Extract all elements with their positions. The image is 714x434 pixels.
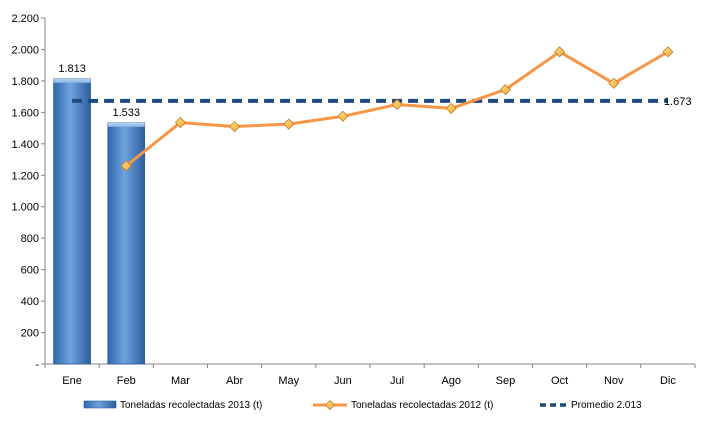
y-tick-label: 1.200 <box>11 170 39 182</box>
point-2012 <box>337 110 349 122</box>
bar-2013-top <box>53 78 91 83</box>
x-tick-label: Oct <box>551 375 568 387</box>
y-tick-label: 2.200 <box>11 13 39 25</box>
x-tick-label: Dic <box>660 375 676 387</box>
bar-2013 <box>53 78 91 365</box>
point-2012 <box>174 117 186 129</box>
y-tick-label: 600 <box>21 265 39 277</box>
bar-2013 <box>107 122 146 365</box>
point-2012 <box>120 160 132 172</box>
x-tick-label: Jul <box>390 375 404 387</box>
point-2012 <box>499 83 511 96</box>
x-tick-label: May <box>278 375 299 387</box>
legend-label-2013: Toneladas recolectadas 2013 (t) <box>120 400 262 411</box>
bar-2013-top <box>107 122 145 127</box>
y-tick-label: 800 <box>21 233 39 245</box>
y-tick-label: 200 <box>21 328 39 340</box>
legend-label-average: Promedio 2.013 <box>571 400 642 411</box>
y-tick-label: 1.600 <box>11 107 39 119</box>
lines <box>72 46 674 172</box>
average-data-label: 1.673 <box>664 96 692 108</box>
legend-marker-2012 <box>324 399 336 411</box>
point-2012 <box>391 98 403 111</box>
point-2012 <box>608 77 620 89</box>
point-2012 <box>554 46 566 58</box>
bar-data-label: 1.533 <box>112 107 140 119</box>
point-2012 <box>662 46 674 58</box>
y-tick-label: 1.400 <box>11 139 39 151</box>
y-tick-label: 1.000 <box>11 202 39 214</box>
y-tick-label: 2.000 <box>11 44 39 56</box>
legend: Toneladas recolectadas 2013 (t) Toneladas… <box>83 399 642 411</box>
labels: 1.813 1.533 1.673 <box>58 63 691 119</box>
x-tick-label: Abr <box>226 375 243 387</box>
legend-label-2012: Toneladas recolectadas 2012 (t) <box>351 400 493 411</box>
x-tick-label: Ene <box>62 375 82 387</box>
point-2012 <box>283 118 295 130</box>
x-tick-label: Nov <box>604 375 624 387</box>
bars <box>53 78 146 365</box>
axes: - 200 400 600 800 1.000 1.200 1.400 1.600 1.800 2.… <box>11 13 696 387</box>
legend-swatch-2013 <box>83 400 117 409</box>
y-tick-label: 1.800 <box>11 76 39 88</box>
y-tick-label: - <box>35 359 39 371</box>
x-tick-label: Jun <box>334 375 352 387</box>
point-2012 <box>229 120 241 133</box>
x-tick-label: Feb <box>117 375 136 387</box>
x-tick-label: Ago <box>441 375 461 387</box>
y-tick-label: 400 <box>21 296 39 308</box>
x-tick-label: Mar <box>171 375 190 387</box>
x-tick-label: Sep <box>496 375 516 387</box>
point-2012 <box>445 102 457 114</box>
bar-data-label: 1.813 <box>58 63 86 75</box>
